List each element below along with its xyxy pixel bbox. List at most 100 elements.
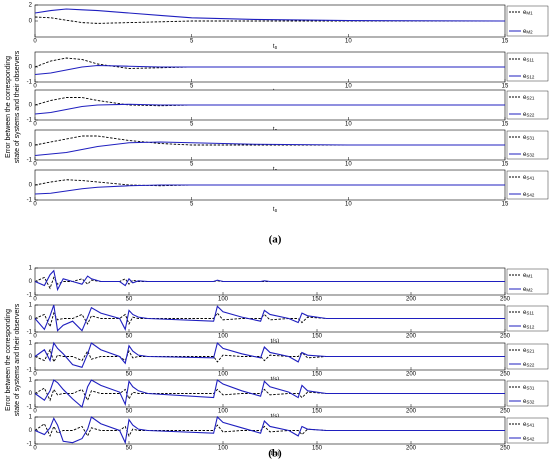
legend [506, 417, 549, 444]
x-axis-label-main: t [273, 44, 275, 50]
x-tick-label: 250 [500, 297, 511, 303]
x-axis-label: ts [273, 207, 278, 215]
x-tick-label: 5 [190, 84, 194, 90]
legend-subscript: S41 [526, 176, 535, 181]
legend-subscript: S41 [526, 423, 535, 428]
y-tick-label: -1 [27, 118, 33, 124]
legend-label: eS31 [523, 385, 535, 391]
legend-name: e [523, 74, 527, 80]
y-tick-label: -1 [27, 405, 33, 411]
legend-subscript: S42 [526, 437, 535, 442]
legend-label: eS42 [523, 436, 535, 442]
x-tick-label: 100 [218, 297, 229, 303]
x-tick-label: 0 [33, 202, 37, 208]
x-tick-label: 50 [126, 409, 133, 415]
x-axis-label-main: t [273, 207, 275, 213]
x-tick-label: 15 [502, 122, 509, 128]
y-tick-label: -1 [27, 442, 33, 448]
caption: (a) [269, 234, 282, 246]
x-tick-label: 150 [312, 334, 323, 340]
legend-subscript: M2 [526, 288, 533, 293]
legend-name: e [523, 192, 527, 198]
x-tick-label: 100 [218, 334, 229, 340]
legend-label: eS11 [523, 57, 535, 63]
legend-subscript: S22 [526, 363, 535, 368]
y-tick-label: 1 [29, 266, 33, 272]
series-line [34, 184, 505, 195]
legend-label: eS12 [523, 74, 535, 80]
legend-subscript: S42 [526, 193, 535, 198]
legend-subscript: S32 [526, 153, 535, 158]
y-tick-label: 0 [29, 316, 33, 322]
x-tick-label: 200 [406, 334, 417, 340]
y-tick-label: 0 [29, 19, 33, 25]
legend-subscript: S12 [526, 325, 535, 330]
x-tick-label: 0 [33, 372, 37, 378]
y-tick-label: -1 [27, 158, 33, 164]
legend-label: eS42 [523, 192, 535, 198]
x-tick-label: 0 [33, 162, 37, 168]
x-tick-label: 0 [33, 39, 37, 45]
legend-name: e [523, 310, 527, 316]
y-tick-label: 0 [29, 183, 33, 189]
series-line [34, 304, 505, 332]
legend-label: eS21 [523, 348, 535, 354]
x-axis-label: t(s) [271, 339, 280, 345]
series-line [34, 141, 505, 157]
legend-label: eS41 [523, 422, 535, 428]
y-tick-label: 1 [29, 415, 33, 421]
x-tick-label: 10 [345, 122, 352, 128]
legend-subscript: S21 [526, 96, 535, 101]
x-tick-label: 200 [406, 372, 417, 378]
x-tick-label: 0 [33, 84, 37, 90]
x-tick-label: 10 [345, 162, 352, 168]
x-tick-label: 150 [312, 372, 323, 378]
x-tick-label: 0 [33, 122, 37, 128]
legend-name: e [523, 324, 527, 330]
x-tick-label: 0 [33, 409, 37, 415]
series-line [34, 415, 505, 445]
x-axis-label-main: t [273, 127, 275, 133]
legend-subscript: S12 [526, 75, 535, 80]
x-tick-label: 150 [312, 446, 323, 452]
x-tick-label: 10 [345, 84, 352, 90]
x-axis-label: ts [273, 44, 278, 52]
series-line [34, 423, 505, 438]
x-tick-label: 15 [502, 202, 509, 208]
series-line [34, 348, 505, 364]
legend-subscript: S21 [526, 349, 535, 354]
legend [506, 305, 549, 332]
x-tick-label: 50 [126, 446, 133, 452]
y-tick-label: -1 [27, 80, 33, 86]
x-tick-label: 5 [190, 162, 194, 168]
legend-name: e [523, 348, 527, 354]
legend-label: eS12 [523, 324, 535, 330]
y-tick-label: 0 [29, 143, 33, 149]
legend-name: e [523, 135, 527, 141]
legend-subscript: M1 [526, 274, 533, 279]
legend-label: eS22 [523, 362, 535, 368]
legend-name: e [523, 436, 527, 442]
x-tick-label: 250 [500, 409, 511, 415]
y-tick-label: -1 [27, 293, 33, 299]
x-tick-label: 15 [502, 39, 509, 45]
y-tick-label: 0 [29, 354, 33, 360]
legend-subscript: S22 [526, 113, 535, 118]
x-tick-label: 250 [500, 446, 511, 452]
legend [506, 343, 549, 370]
legend-subscript: S11 [526, 311, 534, 316]
series-line [34, 103, 505, 115]
x-tick-label: 150 [312, 297, 323, 303]
x-axis-label-main: t(s) [271, 339, 280, 345]
x-tick-label: 10 [345, 202, 352, 208]
legend-subscript: S32 [526, 400, 535, 405]
series-line [34, 379, 505, 408]
x-tick-label: 250 [500, 334, 511, 340]
x-tick-label: 5 [190, 122, 194, 128]
legend-name: e [523, 29, 527, 35]
series-line [34, 64, 505, 76]
y-tick-label: 2 [29, 3, 33, 9]
legend-name: e [523, 287, 527, 293]
legend-subscript: S31 [526, 136, 535, 141]
x-tick-label: 200 [406, 446, 417, 452]
